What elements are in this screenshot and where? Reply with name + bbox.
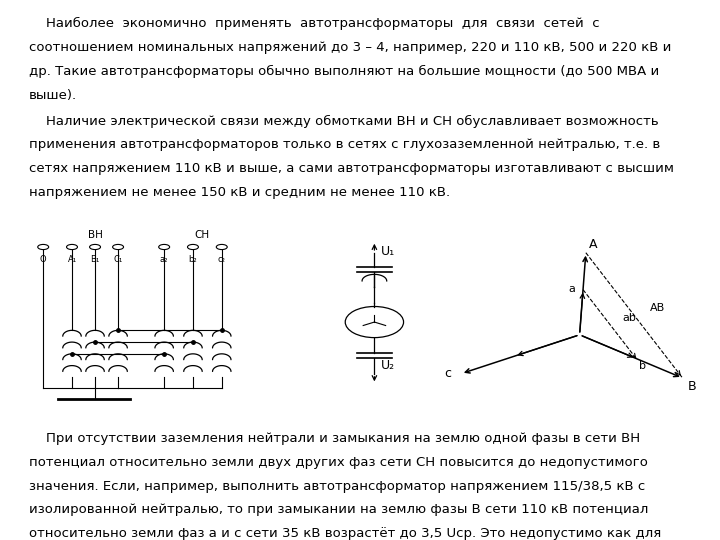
Text: напряжением не менее 150 кВ и средним не менее 110 кВ.: напряжением не менее 150 кВ и средним не… — [29, 186, 450, 199]
Text: относительно земли фаз a и c сети 35 кВ возрастёт до 3,5 Uср. Это недопустимо ка: относительно земли фаз a и c сети 35 кВ … — [29, 527, 661, 540]
Text: U₁: U₁ — [381, 245, 395, 258]
Text: b₂: b₂ — [189, 255, 197, 264]
Text: AB: AB — [650, 303, 665, 313]
Text: B₁: B₁ — [91, 255, 99, 264]
Text: Наиболее  экономично  применять  автотрансформаторы  для  связи  сетей  с: Наиболее экономично применять автотрансф… — [29, 17, 600, 30]
Text: O: O — [40, 255, 47, 264]
Text: ab: ab — [622, 313, 636, 323]
Text: A₁: A₁ — [68, 255, 76, 264]
Text: др. Такие автотрансформаторы обычно выполняют на большие мощности (до 500 МВА и: др. Такие автотрансформаторы обычно выпо… — [29, 65, 659, 78]
Text: сетях напряжением 110 кВ и выше, а сами автотрансформаторы изготавливают с высши: сетях напряжением 110 кВ и выше, а сами … — [29, 162, 674, 175]
Text: выше).: выше). — [29, 89, 77, 102]
Text: ВН: ВН — [88, 230, 102, 240]
Text: значения. Если, например, выполнить автотрансформатор напряжением 115/38,5 кВ с: значения. Если, например, выполнить авто… — [29, 480, 645, 492]
Text: A: A — [590, 238, 598, 251]
Text: применения автотрансформаторов только в сетях с глухозаземленной нейтралью, т.е.: применения автотрансформаторов только в … — [29, 138, 660, 151]
Text: c₂: c₂ — [218, 255, 225, 264]
Text: c: c — [445, 367, 451, 380]
Text: Наличие электрической связи между обмотками ВН и СН обуславливает возможность: Наличие электрической связи между обмотк… — [29, 114, 658, 127]
Text: изолированной нейтралью, то при замыкании на землю фазы B сети 110 кВ потенциал: изолированной нейтралью, то при замыкани… — [29, 503, 648, 516]
Text: потенциал относительно земли двух других фаз сети СН повысится до недопустимого: потенциал относительно земли двух других… — [29, 456, 648, 469]
Text: C₁: C₁ — [114, 255, 122, 264]
Text: B: B — [688, 380, 696, 393]
Text: При отсутствии заземления нейтрали и замыкания на землю одной фазы в сети ВН: При отсутствии заземления нейтрали и зам… — [29, 432, 640, 445]
Text: СН: СН — [194, 230, 210, 240]
Text: соотношением номинальных напряжений до 3 – 4, например, 220 и 110 кВ, 500 и 220 : соотношением номинальных напряжений до 3… — [29, 41, 671, 54]
Text: b: b — [639, 361, 647, 371]
Text: a: a — [568, 284, 575, 294]
Text: a₂: a₂ — [160, 255, 168, 264]
Text: U₂: U₂ — [381, 359, 395, 372]
